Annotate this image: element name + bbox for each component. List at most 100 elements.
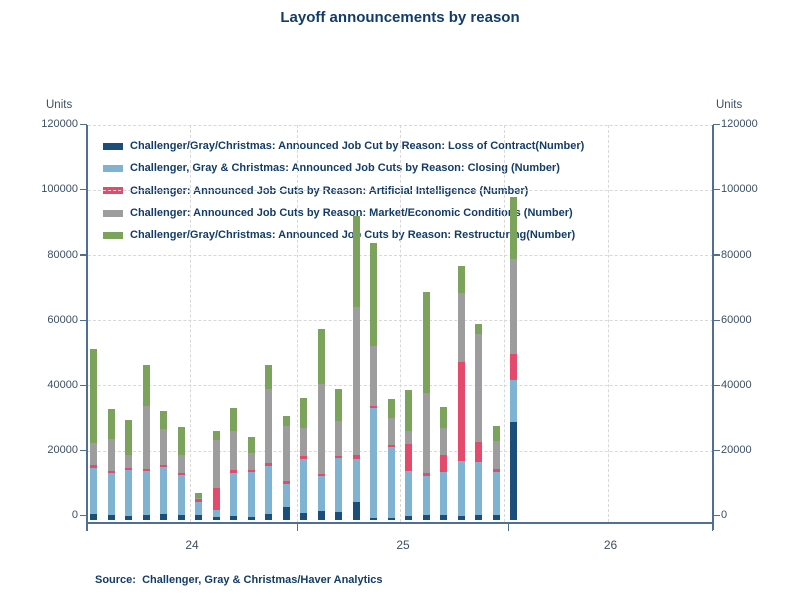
v-gridline [400, 124, 401, 522]
legend-swatch-restructuring-icon [103, 231, 123, 239]
y-tick-left [80, 319, 87, 321]
bar-segment-2025-04 [352, 502, 360, 520]
bar-segment-2025-09 [440, 514, 448, 520]
bar-segment-2025-03 [335, 388, 343, 421]
bar-segment-2024-03 [125, 419, 133, 455]
bar-segment-2024-10 [247, 436, 255, 454]
bar-segment-2025-04 [352, 454, 360, 459]
y-tick-left [80, 189, 87, 191]
bar-segment-2025-03 [335, 458, 343, 513]
bar-segment-2025-05 [370, 346, 378, 406]
bar-segment-2025-08 [422, 291, 430, 394]
y-axis-left [86, 124, 88, 530]
bar-segment-2024-01 [90, 348, 97, 444]
bar-segment-2026-01 [510, 354, 518, 381]
y-tick-label-right: 40000 [721, 378, 752, 391]
bar-segment-2024-09 [230, 430, 238, 471]
source-note: Source: Challenger, Gray & Christmas/Hav… [95, 574, 383, 586]
legend-swatch-closing-icon [103, 164, 123, 172]
bar-segment-2024-04 [142, 471, 150, 515]
bar-segment-2025-11 [475, 441, 483, 462]
bar-segment-2025-08 [422, 475, 430, 515]
bar-segment-2025-08 [422, 473, 430, 476]
bar-segment-2024-06 [177, 515, 185, 520]
legend-label: Challenger, Gray & Christmas: Announced … [130, 162, 560, 175]
bar-segment-2024-07 [195, 501, 203, 516]
legend-item-market-economic-conditions: Challenger: Announced Job Cuts by Reason… [103, 202, 584, 224]
bar-segment-2024-08 [212, 516, 220, 520]
y-tick-right [713, 254, 720, 256]
bar-segment-2025-01 [300, 456, 308, 459]
bar-segment-2024-11 [265, 389, 273, 464]
bar-segment-2025-01 [300, 428, 308, 457]
bar-segment-2025-07 [405, 515, 413, 520]
y-tick-right [713, 449, 720, 452]
bar-segment-2025-10 [457, 460, 465, 517]
y-tick-label-right: 120000 [721, 118, 758, 131]
bar-segment-2024-09 [230, 407, 238, 431]
y-tick-label-left: 80000 [47, 248, 78, 261]
bar-segment-2025-12 [492, 472, 500, 515]
bar-segment-2025-10 [457, 516, 465, 520]
bar-segment-2024-06 [177, 475, 185, 516]
bar-segment-2025-01 [300, 397, 308, 429]
legend-item-restructuring: Challenger/Gray/Christmas: Announced Job… [103, 224, 584, 246]
y-tick-right [713, 189, 720, 191]
bar-segment-2025-02 [317, 511, 325, 520]
v-gridline [296, 124, 298, 522]
y-tick-left [80, 449, 87, 452]
bar-segment-2025-11 [475, 514, 483, 520]
bar-segment-2024-09 [230, 473, 238, 516]
bar-segment-2024-05 [160, 464, 168, 468]
legend-label: Challenger: Announced Job Cuts by Reason… [130, 207, 573, 220]
legend-swatch-market-economic-conditions-icon [103, 209, 123, 217]
bar-segment-2025-12 [492, 426, 500, 442]
chart-title: Layoff announcements by reason [280, 9, 520, 26]
bar-segment-2024-07 [195, 499, 203, 502]
bar-segment-2025-11 [475, 333, 483, 442]
x-axis [86, 522, 714, 524]
bar-segment-2025-10 [457, 361, 465, 461]
bar-segment-2025-10 [457, 266, 465, 294]
bar-segment-2024-08 [212, 510, 220, 517]
x-year-label: 25 [396, 538, 410, 552]
y-tick-label-left: 40000 [47, 378, 78, 391]
x-tick [86, 522, 88, 531]
legend-item-closing: Challenger, Gray & Christmas: Announced … [103, 157, 584, 179]
bar-segment-2024-03 [125, 468, 133, 471]
bar-segment-2024-06 [177, 454, 185, 474]
y-tick-left [80, 515, 87, 517]
y-tick-right [713, 319, 720, 321]
bar-segment-2025-08 [422, 514, 430, 520]
bar-segment-2024-03 [125, 454, 133, 469]
legend-label: Challenger/Gray/Christmas: Announced Job… [130, 229, 575, 242]
bar-segment-2024-03 [125, 516, 133, 520]
bar-segment-2024-09 [230, 470, 238, 474]
bar-segment-2024-08 [212, 430, 220, 440]
bar-segment-2026-01 [510, 421, 518, 520]
bar-segment-2025-05 [370, 405, 378, 409]
legend-item-loss-of-contract: Challenger/Gray/Christmas: Announced Job… [103, 135, 584, 157]
bar-segment-2024-05 [160, 467, 168, 514]
x-year-label: 26 [603, 538, 618, 552]
bar-segment-2024-10 [247, 469, 255, 473]
x-tick [711, 522, 714, 531]
bar-segment-2025-06 [387, 518, 395, 520]
bar-segment-2025-06 [387, 418, 395, 445]
y-tick-label-right: 80000 [721, 248, 752, 261]
x-year-label: 24 [185, 538, 199, 552]
bar-segment-2025-11 [475, 324, 483, 334]
bar-segment-2025-08 [422, 393, 430, 474]
bar-segment-2024-06 [177, 473, 185, 476]
bar-segment-2025-02 [317, 473, 325, 476]
y-tick-left [80, 254, 87, 256]
y-tick-left [80, 384, 87, 386]
bar-segment-2024-04 [142, 514, 150, 520]
y-tick-label-left: 60000 [47, 313, 78, 326]
y-axis-right [712, 124, 714, 530]
bar-segment-2025-10 [457, 293, 465, 362]
bar-segment-2024-08 [212, 439, 220, 489]
bar-segment-2025-02 [317, 476, 325, 512]
bar-segment-2025-07 [405, 389, 413, 432]
v-gridline [504, 124, 505, 522]
